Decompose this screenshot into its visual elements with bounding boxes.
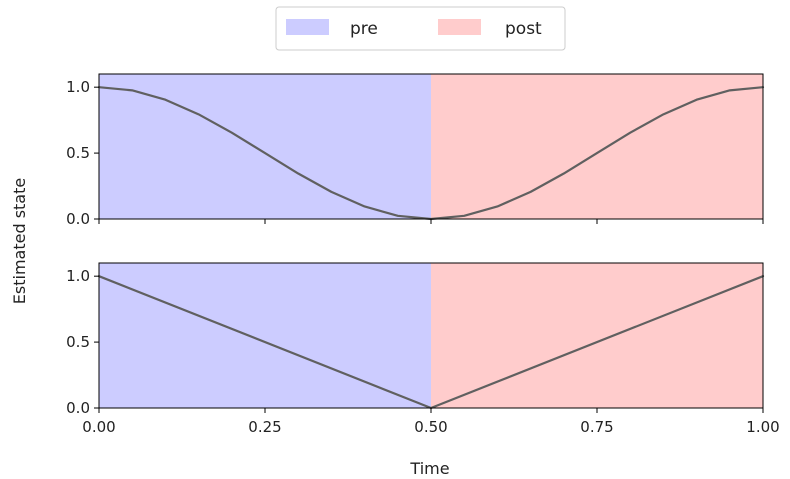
y-axis-label: Estimated state — [10, 178, 29, 304]
legend-frame — [275, 6, 566, 51]
bottom-panel: 0.0 0.5 1.0 0.00 0.25 0.50 0.75 1.00 — [66, 262, 780, 436]
y-tick-label: 0.0 — [66, 399, 90, 417]
x-tick-label: 0.50 — [414, 418, 447, 436]
legend-swatch-pre — [286, 19, 329, 35]
y-tick-label: 0.5 — [66, 333, 90, 351]
x-tick-label: 1.00 — [746, 418, 779, 436]
region-pre — [99, 74, 431, 219]
x-tick-label: 0.00 — [82, 418, 115, 436]
legend: pre post — [275, 6, 566, 51]
y-tick-label: 0.5 — [66, 144, 90, 162]
y-tick-label: 0.0 — [66, 210, 90, 228]
region-pre — [99, 263, 431, 408]
legend-label-pre: pre — [350, 19, 378, 39]
y-tick-label: 1.0 — [66, 78, 90, 96]
legend-swatch-post — [438, 19, 481, 35]
region-post — [431, 74, 763, 219]
region-post — [431, 263, 763, 408]
legend-label-post: post — [505, 19, 542, 39]
x-tick-label: 0.25 — [248, 418, 281, 436]
y-tick-label: 1.0 — [66, 267, 90, 285]
x-axis-label: Time — [409, 459, 449, 478]
top-panel: 0.0 0.5 1.0 — [66, 73, 765, 228]
x-tick-label: 0.75 — [580, 418, 613, 436]
